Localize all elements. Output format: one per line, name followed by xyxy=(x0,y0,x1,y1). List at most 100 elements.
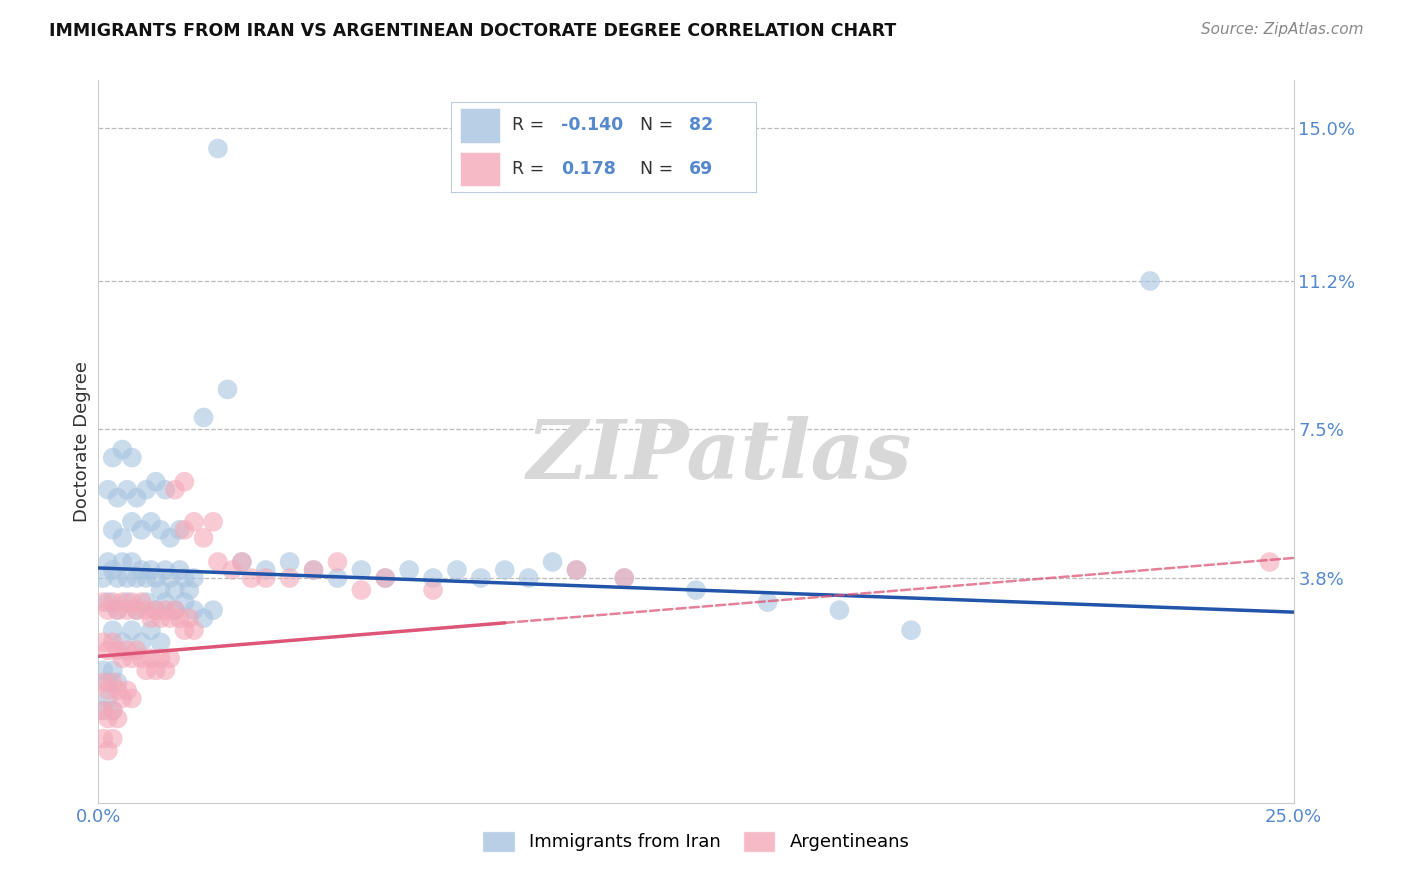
Point xyxy=(145,475,167,489)
Point xyxy=(97,675,120,690)
Point xyxy=(131,651,153,665)
Point xyxy=(125,491,148,505)
Point xyxy=(97,712,120,726)
Point xyxy=(202,603,225,617)
Point xyxy=(169,523,191,537)
Point xyxy=(107,643,129,657)
Point xyxy=(217,382,239,396)
Point xyxy=(91,675,114,690)
Point xyxy=(121,651,143,665)
Point xyxy=(135,571,157,585)
Point xyxy=(111,531,134,545)
Point xyxy=(756,595,779,609)
Point xyxy=(91,635,114,649)
Point xyxy=(685,583,707,598)
Point xyxy=(422,583,444,598)
Point xyxy=(115,595,138,609)
Point xyxy=(101,595,124,609)
Point xyxy=(135,603,157,617)
Point xyxy=(101,731,124,746)
Point xyxy=(107,603,129,617)
Point xyxy=(107,712,129,726)
Point xyxy=(97,603,120,617)
Point xyxy=(135,483,157,497)
Point xyxy=(326,555,349,569)
Point xyxy=(163,603,186,617)
Point xyxy=(374,571,396,585)
Point xyxy=(254,571,277,585)
Point xyxy=(97,643,120,657)
Point xyxy=(101,635,124,649)
Point xyxy=(115,603,138,617)
Point xyxy=(131,635,153,649)
Point xyxy=(139,515,162,529)
Point xyxy=(145,664,167,678)
Point xyxy=(278,555,301,569)
Point xyxy=(125,571,148,585)
Point xyxy=(240,571,263,585)
Legend: Immigrants from Iran, Argentineans: Immigrants from Iran, Argentineans xyxy=(475,823,917,859)
Point xyxy=(302,563,325,577)
Point xyxy=(145,603,167,617)
Point xyxy=(159,571,181,585)
Point xyxy=(207,555,229,569)
Point xyxy=(91,664,114,678)
Point xyxy=(173,523,195,537)
Point xyxy=(115,483,138,497)
Point xyxy=(202,515,225,529)
Point xyxy=(350,583,373,598)
Text: Source: ZipAtlas.com: Source: ZipAtlas.com xyxy=(1201,22,1364,37)
Point xyxy=(565,563,588,577)
Point xyxy=(115,571,138,585)
Point xyxy=(111,595,134,609)
Point xyxy=(326,571,349,585)
Point xyxy=(115,683,138,698)
Point xyxy=(91,703,114,717)
Point xyxy=(101,450,124,465)
Point xyxy=(155,483,177,497)
Point xyxy=(145,603,167,617)
Point xyxy=(135,664,157,678)
Point xyxy=(97,744,120,758)
Point xyxy=(193,611,215,625)
Point xyxy=(91,731,114,746)
Point xyxy=(159,651,181,665)
Point xyxy=(179,583,201,598)
Point xyxy=(155,595,177,609)
Point xyxy=(302,563,325,577)
Point xyxy=(121,623,143,637)
Point xyxy=(374,571,396,585)
Point xyxy=(613,571,636,585)
Point xyxy=(173,475,195,489)
Point xyxy=(278,571,301,585)
Point xyxy=(350,563,373,577)
Point xyxy=(97,683,120,698)
Y-axis label: Doctorate Degree: Doctorate Degree xyxy=(73,361,91,522)
Point xyxy=(494,563,516,577)
Point xyxy=(101,675,124,690)
Point xyxy=(125,643,148,657)
Point xyxy=(149,611,172,625)
Point xyxy=(139,611,162,625)
Text: IMMIGRANTS FROM IRAN VS ARGENTINEAN DOCTORATE DEGREE CORRELATION CHART: IMMIGRANTS FROM IRAN VS ARGENTINEAN DOCT… xyxy=(49,22,897,40)
Point xyxy=(121,515,143,529)
Point xyxy=(169,611,191,625)
Point xyxy=(422,571,444,585)
Point xyxy=(398,563,420,577)
Point xyxy=(111,691,134,706)
Point xyxy=(121,595,143,609)
Point xyxy=(149,583,172,598)
Point xyxy=(183,515,205,529)
Point xyxy=(125,603,148,617)
Point xyxy=(91,703,114,717)
Point xyxy=(121,555,143,569)
Point xyxy=(97,691,120,706)
Point xyxy=(193,410,215,425)
Point xyxy=(101,703,124,717)
Point xyxy=(139,563,162,577)
Point xyxy=(131,563,153,577)
Point xyxy=(101,703,124,717)
Point xyxy=(101,664,124,678)
Point xyxy=(159,611,181,625)
Point xyxy=(139,623,162,637)
